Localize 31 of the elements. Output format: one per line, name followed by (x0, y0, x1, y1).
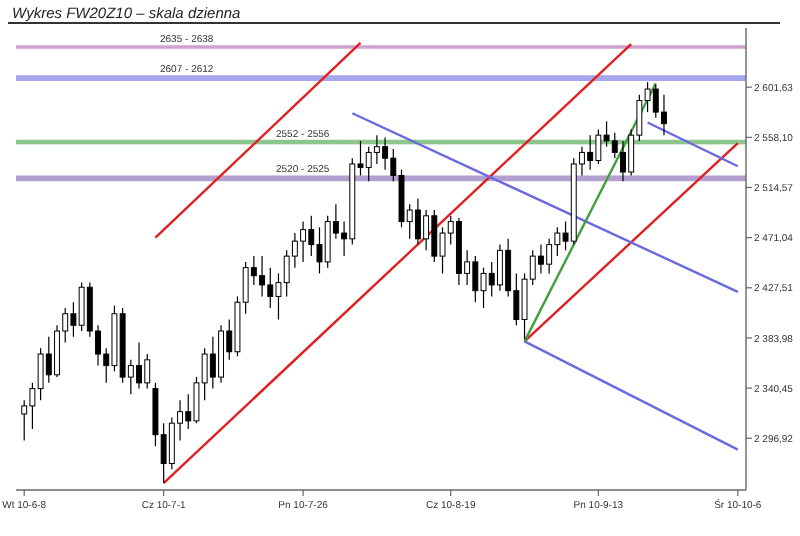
candlestick (218, 324, 225, 384)
candlestick (652, 83, 659, 119)
candlestick (661, 94, 667, 136)
candlestick (496, 244, 503, 292)
candlestick (537, 244, 544, 274)
candlestick (554, 226, 561, 257)
candlestick (267, 267, 274, 309)
candlestick (595, 128, 602, 165)
candlestick (308, 215, 315, 257)
candlestick (316, 226, 323, 274)
candlestick (546, 238, 553, 274)
candlestick (587, 134, 594, 171)
candlestick (144, 353, 151, 390)
candlestick (423, 209, 430, 251)
candlestick (431, 209, 438, 263)
candlestick (414, 197, 421, 246)
candlestick (324, 215, 331, 269)
candlestick (300, 220, 307, 263)
candlestick (136, 341, 142, 390)
candlestick (365, 146, 372, 182)
candlestick (472, 255, 479, 303)
candlestick (45, 336, 52, 384)
candlestick (37, 347, 44, 401)
candlestick (373, 134, 380, 165)
candlestick (259, 255, 266, 298)
candlestick (480, 267, 487, 309)
candlestick (620, 140, 626, 182)
candlestick (209, 336, 216, 390)
candlestick (168, 416, 175, 470)
candlestick (382, 136, 389, 171)
candlestick (78, 282, 85, 332)
